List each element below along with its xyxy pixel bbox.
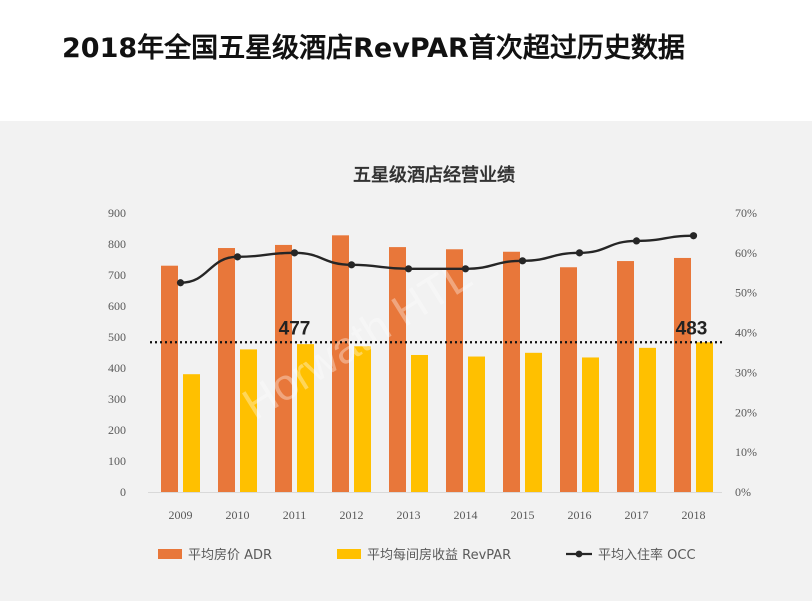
bar-adr-2015 xyxy=(503,251,520,492)
x-tick-label-2014: 2014 xyxy=(454,508,478,522)
y-left-tick-label: 700 xyxy=(108,268,126,282)
bar-adr-2017 xyxy=(617,261,634,492)
bar-revpar-2013 xyxy=(411,354,428,492)
callout-2011: 477 xyxy=(279,318,311,339)
occ-point-2010 xyxy=(233,253,242,261)
occ-point-2015 xyxy=(518,257,527,265)
x-tick-label-2018: 2018 xyxy=(682,508,706,522)
bars-layer xyxy=(161,235,713,492)
page-title: 2018年全国五星级酒店RevPAR首次超过历史数据 xyxy=(62,33,685,64)
bar-adr-2018 xyxy=(674,257,691,492)
bar-adr-2010 xyxy=(218,248,235,492)
y-left-tick-label: 0 xyxy=(120,485,126,499)
callout-layer: 477 483 xyxy=(279,318,708,339)
bar-revpar-2010 xyxy=(240,349,257,492)
y-left-tick-label: 800 xyxy=(108,237,126,251)
y-left-tick-label: 600 xyxy=(108,299,126,313)
axes-layer: 0 100 200 300 400 500 600 700 800 900 0% 10% 20% 30% 4… xyxy=(108,206,757,522)
bar-adr-2013 xyxy=(389,247,406,492)
y-left-tick-label: 100 xyxy=(108,454,126,468)
x-tick-label-2012: 2012 xyxy=(340,508,364,522)
x-tick-label-2016: 2016 xyxy=(568,508,592,522)
bar-revpar-2014 xyxy=(468,356,485,492)
bar-revpar-2018 xyxy=(696,342,713,492)
occ-point-2009 xyxy=(176,279,185,287)
bar-revpar-2017 xyxy=(639,347,656,492)
y-left-tick-label: 200 xyxy=(108,423,126,437)
x-tick-label-2017: 2017 xyxy=(625,508,649,522)
occ-point-2013 xyxy=(404,265,413,273)
bar-revpar-2012 xyxy=(354,346,371,492)
x-tick-label-2013: 2013 xyxy=(397,508,421,522)
bar-adr-2011 xyxy=(275,244,292,492)
legend: 平均房价 ADR 平均每间房收益 RevPAR 平均入住率 OCC xyxy=(158,547,696,563)
occ-point-2012 xyxy=(347,261,356,269)
y-right-tick-label: 70% xyxy=(735,206,757,220)
y-right-tick-label: 0% xyxy=(735,485,751,499)
occ-line xyxy=(180,234,694,284)
occ-line-layer xyxy=(176,232,698,287)
y-right-tick-label: 10% xyxy=(735,445,757,459)
bar-revpar-2016 xyxy=(582,357,599,492)
legend-swatch-adr xyxy=(158,549,182,559)
y-left-tick-label: 500 xyxy=(108,330,126,344)
chart-title: 五星级酒店经营业绩 xyxy=(353,164,515,186)
y-right-tick-label: 30% xyxy=(735,365,757,379)
bar-adr-2012 xyxy=(332,235,349,492)
bar-revpar-2011 xyxy=(297,344,314,492)
x-tick-label-2010: 2010 xyxy=(226,508,250,522)
legend-swatch-occ-marker xyxy=(575,550,583,558)
legend-swatch-revpar xyxy=(337,549,361,559)
y-right-tick-label: 60% xyxy=(735,246,757,260)
y-right-tick-label: 40% xyxy=(735,326,757,340)
legend-label-occ: 平均入住率 OCC xyxy=(598,547,696,563)
y-right-tick-label: 50% xyxy=(735,286,757,300)
occ-point-2014 xyxy=(461,265,470,273)
occ-point-2011 xyxy=(290,249,299,257)
x-tick-label-2011: 2011 xyxy=(283,508,307,522)
callout-2018: 483 xyxy=(676,318,708,339)
y-left-tick-label: 300 xyxy=(108,392,126,406)
y-left-tick-label: 900 xyxy=(108,206,126,220)
occ-point-2018 xyxy=(689,232,698,240)
bar-adr-2016 xyxy=(560,267,577,492)
bar-adr-2009 xyxy=(161,265,178,492)
y-right-tick-label: 20% xyxy=(735,405,757,419)
x-tick-label-2015: 2015 xyxy=(511,508,535,522)
legend-label-revpar: 平均每间房收益 RevPAR xyxy=(367,547,511,563)
bar-revpar-2009 xyxy=(183,374,200,492)
chart: 五星级酒店经营业绩 Horwath HTL 477 483 01002003004… xyxy=(108,164,757,563)
bar-adr-2014 xyxy=(446,249,463,492)
y-left-tick-label: 400 xyxy=(108,361,126,375)
x-tick-label-2009: 2009 xyxy=(169,508,193,522)
bar-revpar-2015 xyxy=(525,352,542,492)
occ-point-2017 xyxy=(632,237,641,245)
legend-label-adr: 平均房价 ADR xyxy=(188,547,272,563)
occ-point-2016 xyxy=(575,249,584,257)
